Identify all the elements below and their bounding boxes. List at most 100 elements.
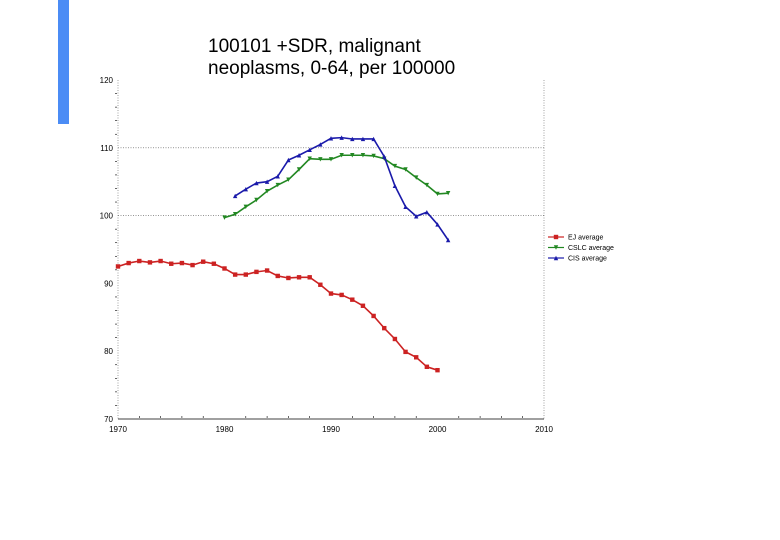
series-point: [232, 193, 238, 199]
series-point: [232, 272, 238, 277]
series-line: [234, 136, 449, 241]
series-point: [318, 142, 323, 147]
series-point: [424, 182, 430, 188]
series-point: [328, 136, 334, 141]
series-point: [403, 349, 408, 355]
series-point: [264, 268, 270, 273]
series-point: [286, 275, 291, 281]
series-point: [339, 153, 344, 158]
series-point: [275, 174, 280, 179]
series-point: [296, 275, 302, 280]
series-point: [371, 136, 376, 142]
x-tick-label: 1980: [216, 425, 234, 434]
y-tick-label: 100: [100, 212, 114, 221]
series-point: [286, 157, 291, 163]
y-tick-label: 120: [100, 76, 114, 85]
series-point: [318, 157, 323, 162]
series-point: [243, 204, 248, 209]
series-point: [211, 261, 217, 266]
series-point: [350, 136, 355, 142]
series-point: [254, 269, 259, 275]
chart-title-line-2: neoplasms, 0-64, per 100000: [208, 58, 456, 79]
series-point: [115, 264, 121, 269]
series-point: [339, 292, 344, 298]
series-point: [360, 303, 366, 308]
series-point: [169, 261, 174, 266]
series-point: [222, 215, 227, 220]
series-point: [350, 297, 355, 302]
legend-entry: CIS average: [548, 256, 607, 263]
series-point: [553, 234, 559, 240]
series-point: [264, 188, 270, 194]
series-point: [360, 136, 366, 142]
series-point: [435, 191, 440, 197]
legend-entry: CSLC average: [548, 245, 614, 252]
series-point: [403, 167, 408, 172]
series-point: [371, 313, 376, 319]
series-point: [190, 262, 195, 268]
series-point: [445, 191, 451, 196]
y-tick-label: 70: [104, 415, 113, 424]
series-point: [553, 245, 559, 250]
series-point: [307, 275, 312, 280]
series-point: [318, 282, 323, 287]
accent-bar: [58, 0, 69, 124]
series-point: [243, 272, 248, 277]
x-tick-label: 1990: [322, 425, 340, 434]
series-ej-average: [115, 258, 440, 373]
chart-title: 100101 +SDR, malignant neoplasms, 0-64, …: [208, 36, 455, 80]
x-tick-label: 2000: [429, 425, 447, 434]
y-tick-label: 80: [104, 347, 113, 356]
series-point: [445, 237, 451, 243]
series-point: [424, 364, 430, 369]
series-cis-average: [232, 135, 451, 243]
series-point: [254, 197, 259, 203]
chart-title-line-1: 100101 +SDR, malignant: [208, 36, 421, 57]
series-point: [339, 135, 344, 140]
x-tick-label: 1970: [109, 425, 127, 434]
series-point: [403, 204, 408, 209]
series-line: [224, 154, 449, 219]
series-point: [435, 367, 440, 373]
legend-label: CSLC average: [568, 245, 614, 252]
series-point: [424, 210, 430, 215]
series-point: [360, 153, 366, 158]
series-point: [264, 179, 270, 184]
series-point: [328, 291, 334, 296]
series-point: [307, 147, 312, 153]
series-point: [350, 153, 355, 158]
series-point: [179, 260, 185, 266]
series-point: [371, 153, 376, 159]
series-point: [201, 259, 206, 264]
series-point: [414, 355, 419, 360]
series-point: [222, 266, 227, 271]
series-point: [392, 183, 398, 188]
series-point: [275, 273, 280, 279]
legend-entry: EJ average: [548, 235, 604, 242]
series-point: [296, 153, 302, 158]
series-point: [158, 258, 163, 264]
series-point: [275, 182, 280, 188]
series-point: [243, 186, 248, 192]
series-point: [137, 258, 142, 264]
series-point: [392, 336, 398, 342]
y-tick-label: 110: [100, 144, 113, 153]
series-point: [232, 212, 238, 217]
series-point: [307, 156, 312, 161]
legend-label: CIS average: [568, 256, 607, 263]
x-tick-label: 2010: [535, 425, 553, 434]
series-point: [254, 180, 259, 186]
series-point: [126, 260, 131, 266]
series-point: [286, 177, 291, 182]
series-point: [382, 154, 387, 159]
legend-label: EJ average: [568, 235, 604, 242]
series-cslc-average: [222, 153, 451, 220]
series-point: [414, 214, 419, 219]
series-point: [147, 260, 153, 265]
series-point: [414, 175, 419, 180]
series-point: [328, 157, 334, 162]
series-point: [553, 255, 559, 261]
series-point: [296, 167, 302, 172]
series-point: [435, 222, 440, 227]
series-point: [382, 325, 387, 331]
